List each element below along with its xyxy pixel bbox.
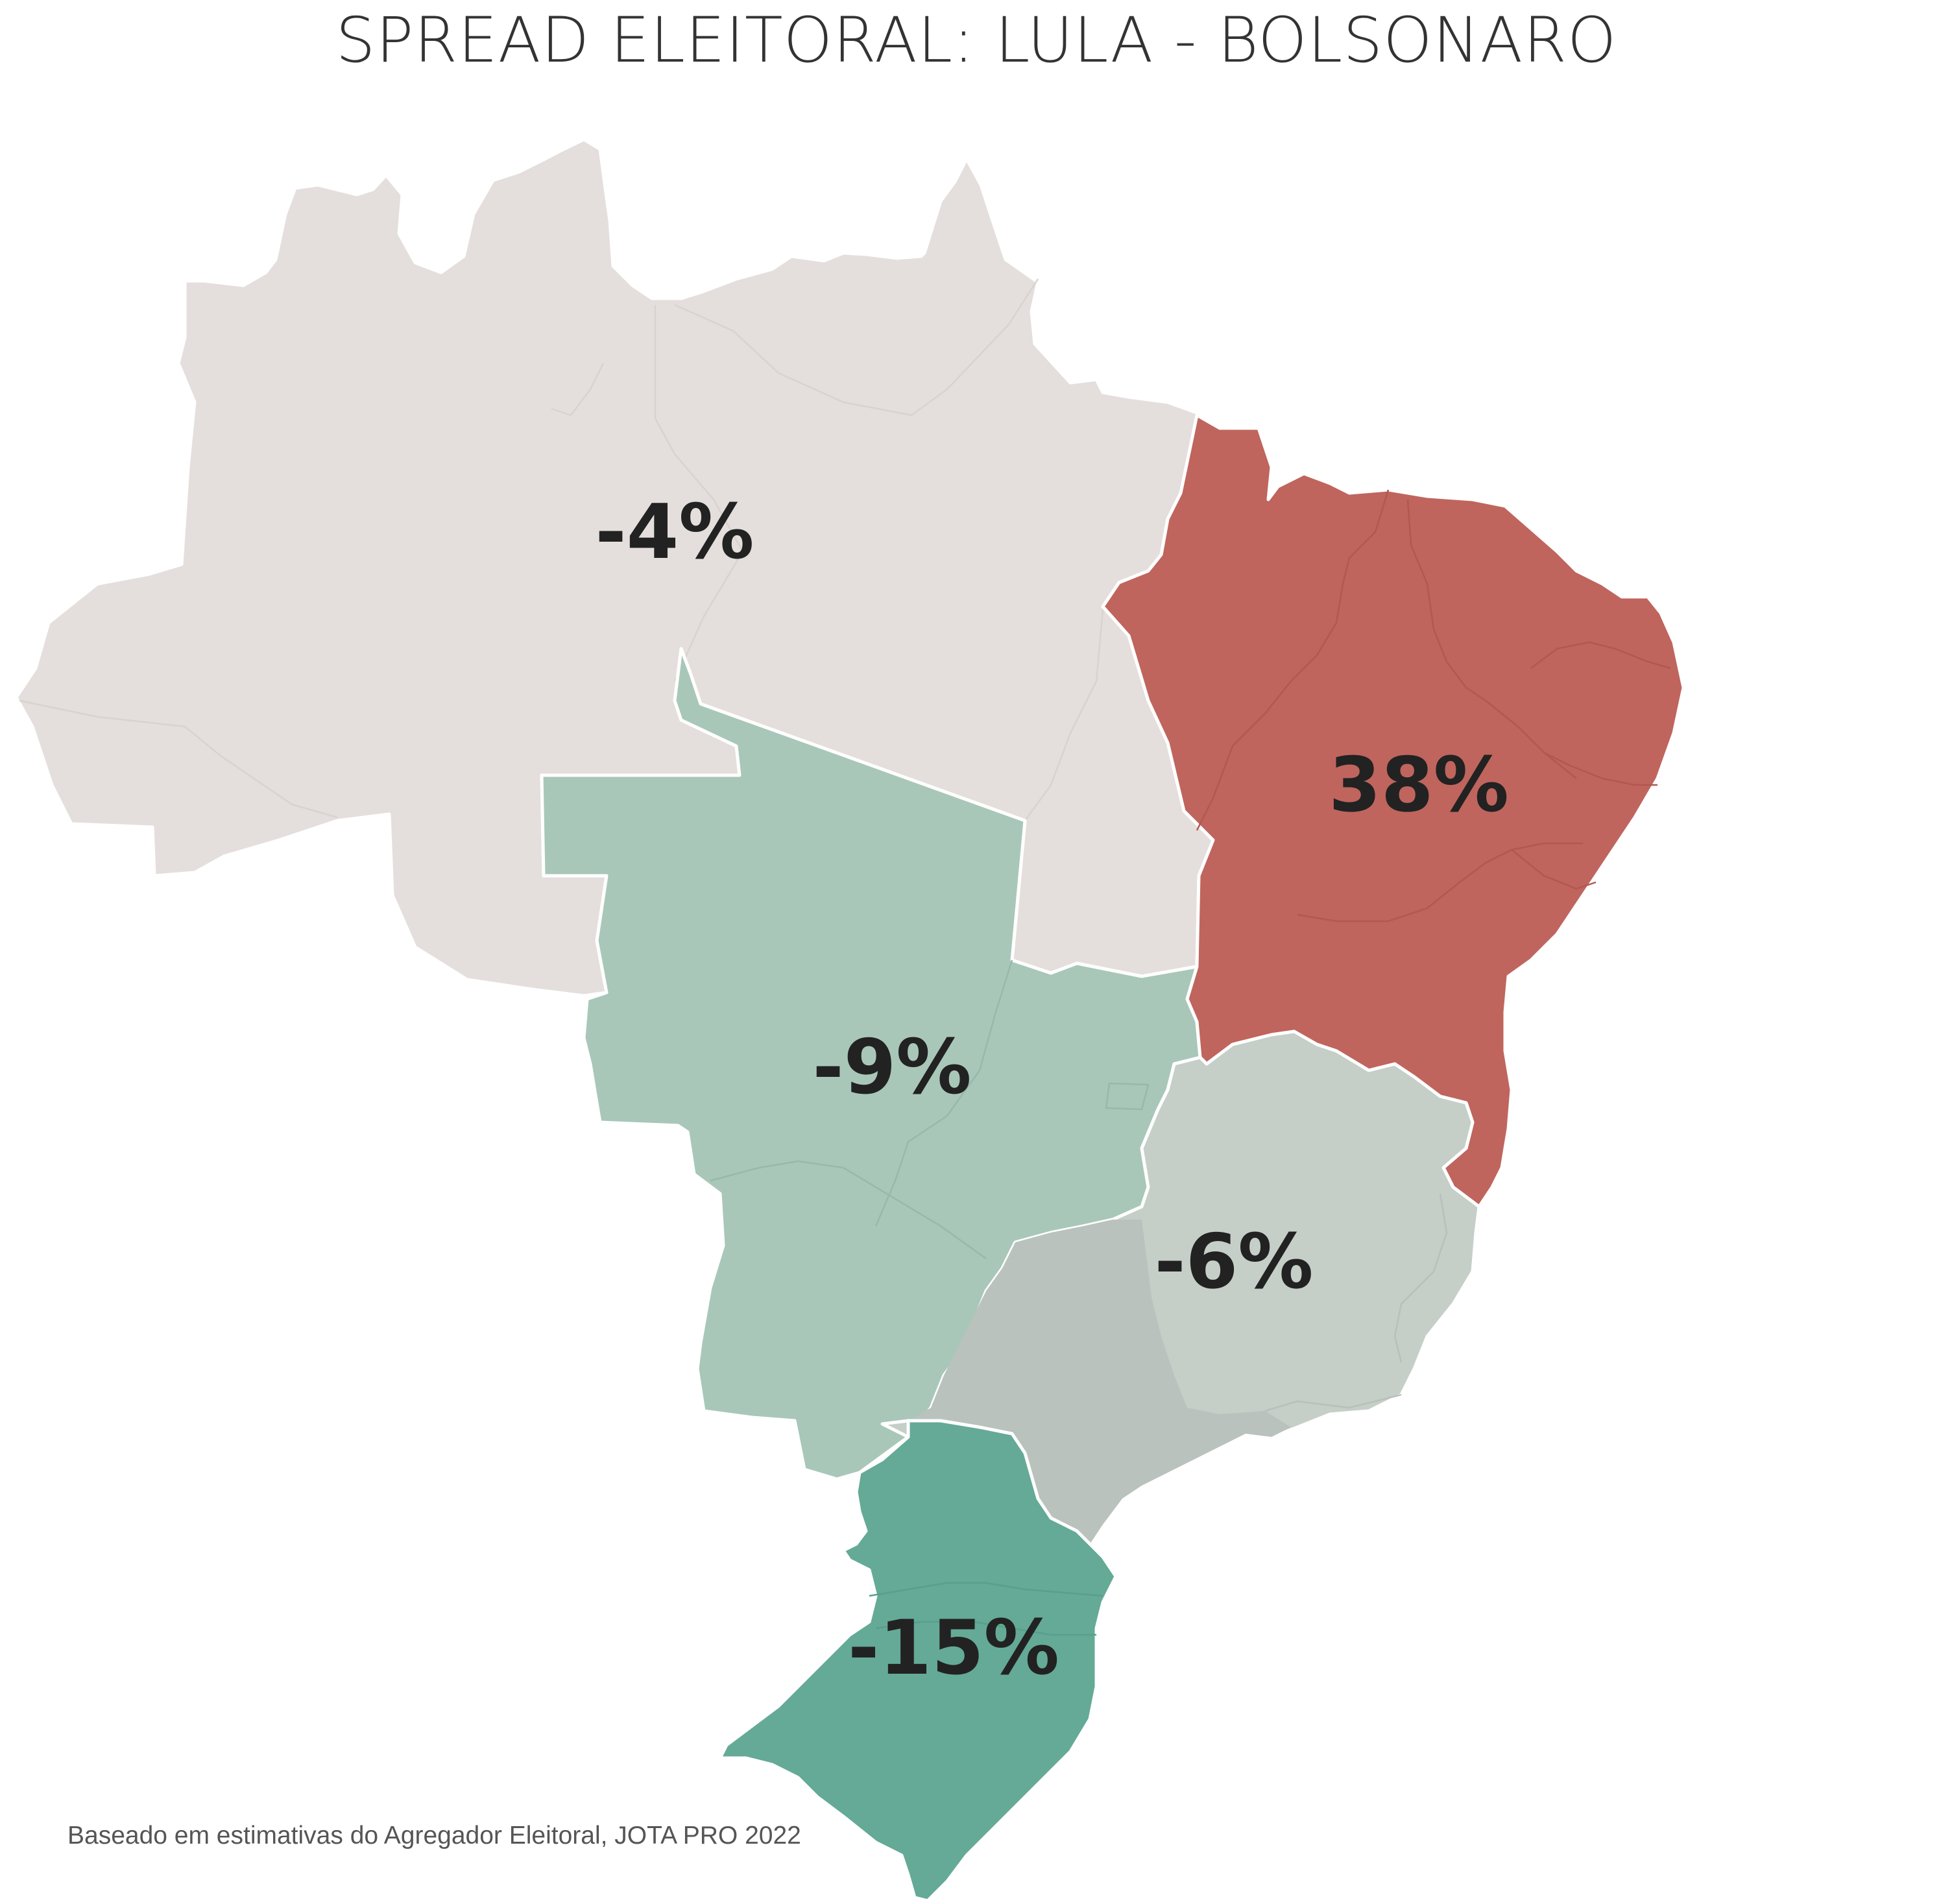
region-nordeste[interactable] bbox=[1101, 413, 1685, 1209]
sudeste-state-borders bbox=[1264, 1193, 1448, 1412]
value-label-sul: -15% bbox=[848, 1604, 1059, 1692]
centro-oeste-state-borders bbox=[710, 959, 1150, 1260]
norte-state-borders bbox=[19, 278, 1104, 821]
sul-state-borders bbox=[869, 1582, 1103, 1636]
value-label-sudeste: -6% bbox=[1154, 1218, 1313, 1306]
page-title: SPREAD ELEITORAL: LULA - BOLSONARO bbox=[335, 4, 1617, 77]
value-label-nordeste: 38% bbox=[1329, 741, 1509, 829]
value-label-centro-oeste: -9% bbox=[812, 1024, 971, 1111]
value-label-norte: -4% bbox=[595, 488, 754, 576]
region-sudeste-sao-paulo bbox=[908, 1220, 1291, 1544]
source-note: Baseado em estimativas do Agregador Elei… bbox=[67, 1822, 801, 1850]
nordeste-state-borders bbox=[1196, 489, 1671, 922]
region-sul[interactable] bbox=[718, 1419, 1118, 1903]
